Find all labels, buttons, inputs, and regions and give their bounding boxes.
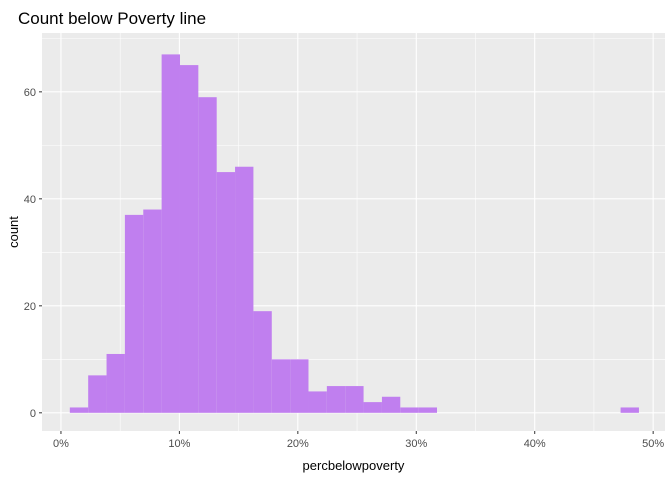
x-tick-label: 20% xyxy=(287,438,309,450)
x-axis-ticks: 0% 10% 20% 30% 40% 50% xyxy=(53,431,664,450)
histogram-bar xyxy=(381,396,401,413)
histogram-bar xyxy=(179,65,199,413)
y-tick-label: 40 xyxy=(24,194,36,206)
x-tick-label: 10% xyxy=(168,438,190,450)
histogram-bar xyxy=(216,172,236,413)
histogram-bar xyxy=(290,359,309,413)
histogram-bar xyxy=(106,353,125,413)
histogram-bar xyxy=(69,407,89,413)
histogram-bar xyxy=(326,386,346,413)
histogram-bar xyxy=(345,386,364,413)
histogram-bar xyxy=(400,407,419,413)
x-axis-title: percbelowpoverty xyxy=(303,458,405,473)
x-tick-label: 50% xyxy=(642,438,664,450)
histogram-bar xyxy=(143,209,162,413)
histogram-bar xyxy=(124,214,144,413)
histogram-bar xyxy=(620,407,639,413)
y-axis-ticks: 0 20 40 60 xyxy=(24,87,42,420)
histogram-bar xyxy=(161,54,180,413)
histogram-bar xyxy=(253,311,272,413)
histogram-bar xyxy=(271,359,291,413)
y-tick-label: 0 xyxy=(30,408,36,420)
histogram-bars xyxy=(69,54,639,413)
histogram-bar xyxy=(363,402,382,413)
histogram-bar xyxy=(235,166,254,413)
x-tick-label: 0% xyxy=(53,438,69,450)
histogram-bar xyxy=(418,407,438,413)
histogram-bar xyxy=(198,97,217,413)
x-tick-label: 40% xyxy=(524,438,546,450)
x-tick-label: 30% xyxy=(405,438,427,450)
histogram-bar xyxy=(308,391,327,413)
y-tick-label: 60 xyxy=(24,87,36,99)
y-axis-title: count xyxy=(6,216,21,248)
histogram-bar xyxy=(88,375,107,413)
y-tick-label: 20 xyxy=(24,301,36,313)
chart-title: Count below Poverty line xyxy=(18,9,206,28)
